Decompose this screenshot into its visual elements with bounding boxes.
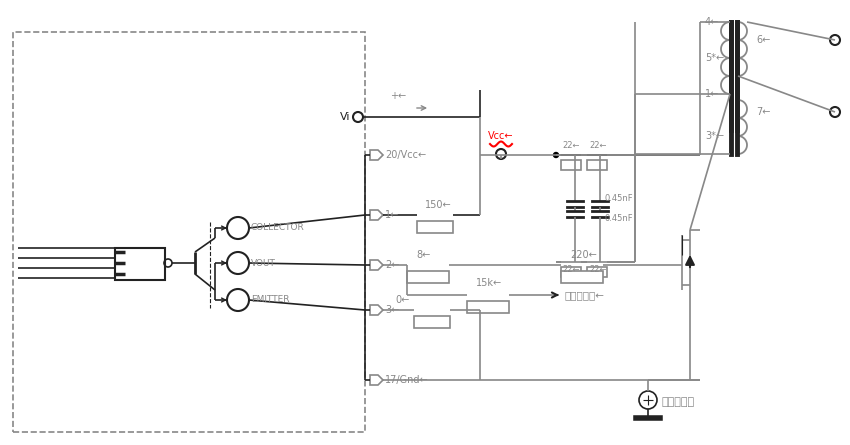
Text: 6←: 6← [756, 35, 770, 45]
Text: 8←: 8← [416, 250, 430, 260]
Text: EMITTER: EMITTER [251, 295, 290, 304]
Text: 去反馈电路←: 去反馈电路← [565, 290, 605, 300]
Bar [13, 32, 365, 432]
Polygon shape [370, 210, 383, 220]
Text: 1←: 1← [385, 210, 400, 220]
Text: 15k←: 15k← [476, 278, 502, 288]
Text: 22←: 22← [562, 142, 580, 150]
Text: +←: +← [390, 91, 406, 101]
Bar [587, 267, 607, 277]
Polygon shape [370, 375, 383, 385]
Text: 3*←: 3*← [705, 131, 724, 141]
Text: 7←: 7← [756, 107, 770, 117]
Text: 2←: 2← [385, 260, 400, 270]
Text: Vi: Vi [340, 112, 350, 122]
Text: 5*←: 5*← [705, 53, 724, 63]
Text: 22←: 22← [589, 142, 607, 150]
Text: 0←: 0← [395, 295, 409, 305]
Text: VOUT: VOUT [251, 259, 276, 267]
Text: 0.45nF: 0.45nF [605, 214, 633, 223]
Text: 22←: 22← [562, 266, 580, 275]
Bar [561, 160, 581, 170]
Bar [467, 301, 509, 313]
Bar [587, 160, 607, 170]
Text: 1←: 1← [705, 89, 719, 99]
Text: 20/Vcc←: 20/Vcc← [385, 150, 426, 160]
Text: 电路一点通: 电路一点通 [662, 397, 695, 407]
Polygon shape [370, 260, 383, 270]
Bar [561, 267, 581, 277]
Bar [407, 271, 449, 283]
Text: 0.45nF: 0.45nF [605, 194, 633, 203]
Polygon shape [370, 305, 383, 315]
Text: 150←: 150← [425, 200, 451, 210]
Text: 4←: 4← [705, 17, 719, 27]
Text: 3←: 3← [385, 305, 400, 315]
Text: Vcc←: Vcc← [488, 131, 513, 141]
Bar [414, 316, 450, 328]
Text: 220←: 220← [570, 250, 597, 260]
Circle shape [553, 153, 558, 158]
Bar [115, 248, 165, 280]
Text: COLLECTOR: COLLECTOR [251, 223, 305, 232]
Bar [417, 221, 453, 233]
Text: 17/Gnd←: 17/Gnd← [385, 375, 428, 385]
Polygon shape [370, 150, 383, 160]
Bar [561, 271, 603, 283]
Text: 22←: 22← [589, 266, 607, 275]
